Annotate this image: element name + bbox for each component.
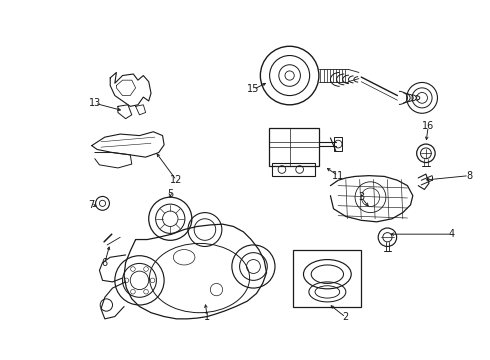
Text: 2: 2 [343,312,349,322]
Text: 4: 4 [449,229,455,239]
Bar [272,163,315,176]
Text: 8: 8 [466,171,472,181]
Text: 6: 6 [102,258,108,267]
Text: 13: 13 [89,98,101,108]
Text: 1: 1 [204,311,210,321]
Bar [294,249,361,307]
Text: 16: 16 [422,121,434,131]
Text: 15: 15 [247,84,260,94]
Text: 5: 5 [167,189,173,199]
Bar [334,137,342,151]
Text: 7: 7 [89,200,95,210]
Text: 12: 12 [170,175,183,185]
Text: 3: 3 [358,192,364,202]
Bar [269,128,319,166]
Text: 11: 11 [332,171,344,181]
